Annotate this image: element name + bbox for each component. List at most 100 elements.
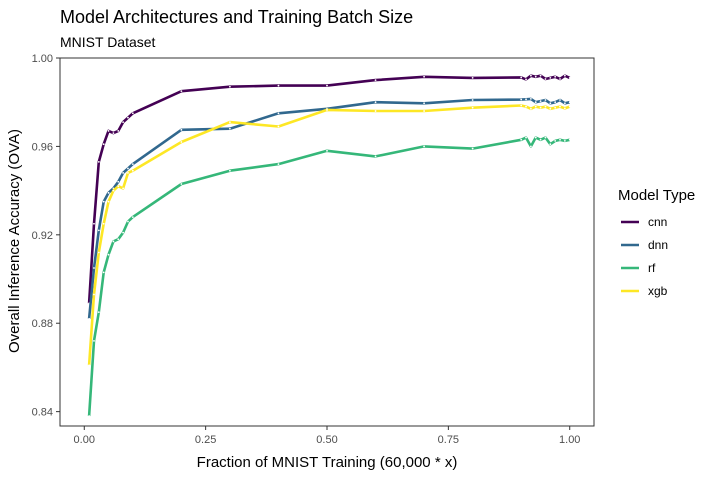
data-point-xgb — [529, 107, 532, 110]
data-point-dnn — [471, 99, 474, 101]
data-point-cnn — [568, 76, 571, 79]
legend-item-cnn: cnn — [621, 215, 667, 229]
legend-label-rf: rf — [648, 261, 656, 275]
data-point-xgb — [117, 185, 120, 188]
data-point-rf — [102, 271, 105, 274]
legend-label-cnn: cnn — [648, 215, 667, 229]
data-point-xgb — [544, 105, 547, 108]
y-tick-label: 1.00 — [32, 53, 53, 65]
data-point-dnn — [554, 101, 557, 104]
data-point-cnn — [117, 130, 120, 132]
data-point-rf — [529, 145, 532, 148]
y-axis-label: Overall Inference Accuracy (OVA) — [6, 129, 23, 353]
data-point-cnn — [127, 116, 129, 119]
data-point-cnn — [549, 76, 552, 79]
data-point-xgb — [549, 107, 552, 110]
data-point-rf — [131, 216, 134, 219]
data-point-dnn — [229, 127, 231, 130]
legend-title: Model Type — [618, 187, 695, 204]
chart-subtitle: MNIST Dataset — [60, 34, 156, 50]
data-point-xgb — [277, 125, 280, 128]
data-point-dnn — [520, 98, 523, 101]
x-tick-label: 0.25 — [195, 434, 216, 446]
data-point-cnn — [180, 90, 183, 93]
data-point-cnn — [539, 74, 542, 77]
data-point-dnn — [525, 98, 527, 101]
data-point-dnn — [529, 97, 532, 100]
data-point-dnn — [423, 102, 425, 105]
data-point-xgb — [554, 106, 557, 109]
x-tick-label: 1.00 — [559, 434, 580, 446]
chart-title: Model Architectures and Training Batch S… — [60, 7, 413, 27]
data-point-xgb — [423, 110, 425, 112]
data-point-cnn — [102, 143, 105, 146]
data-point-xgb — [131, 169, 134, 172]
data-point-dnn — [180, 128, 183, 131]
data-point-dnn — [563, 102, 566, 105]
data-point-xgb — [563, 107, 566, 110]
series-line-cnn — [87, 74, 571, 304]
data-point-rf — [374, 155, 377, 158]
data-point-xgb — [88, 364, 91, 367]
data-point-rf — [229, 169, 231, 172]
data-point-xgb — [180, 141, 183, 143]
data-point-cnn — [563, 74, 566, 77]
data-point-rf — [549, 143, 552, 146]
data-point-cnn — [534, 75, 537, 78]
data-point-dnn — [539, 100, 542, 102]
data-point-dnn — [127, 167, 129, 170]
data-point-xgb — [525, 105, 527, 108]
series-line-xgb — [87, 104, 571, 366]
data-point-xgb — [326, 109, 328, 111]
data-point-cnn — [122, 121, 125, 123]
data-point-xgb — [102, 222, 105, 225]
data-point-rf — [559, 138, 561, 141]
data-point-cnn — [554, 75, 557, 78]
data-point-cnn — [520, 76, 523, 79]
legend-item-dnn: dnn — [621, 238, 668, 252]
data-point-cnn — [112, 132, 115, 135]
data-point-xgb — [374, 110, 377, 112]
data-point-cnn — [529, 74, 532, 77]
data-point-xgb — [127, 172, 129, 174]
data-point-dnn — [102, 200, 105, 203]
data-point-rf — [180, 183, 183, 185]
legend-items: cnn dnn rf xgb — [621, 215, 668, 298]
data-point-dnn — [88, 317, 91, 320]
y-tick-label: 0.92 — [32, 230, 53, 242]
data-point-rf — [471, 147, 474, 150]
data-point-rf — [554, 139, 557, 142]
data-point-xgb — [539, 106, 542, 109]
data-point-xgb — [93, 293, 95, 296]
data-point-rf — [127, 220, 129, 223]
data-point-cnn — [93, 222, 95, 225]
legend-label-xgb: xgb — [648, 284, 668, 298]
x-tick-label: 0.00 — [74, 434, 95, 446]
data-point-rf — [97, 311, 100, 314]
data-point-dnn — [549, 102, 552, 105]
data-point-dnn — [97, 229, 100, 232]
data-point-rf — [117, 238, 120, 241]
data-point-cnn — [544, 78, 547, 80]
data-point-rf — [423, 145, 425, 148]
data-point-cnn — [277, 84, 280, 87]
data-point-xgb — [122, 187, 125, 190]
data-point-cnn — [374, 79, 377, 82]
data-point-rf — [525, 136, 527, 139]
legend-item-xgb: xgb — [621, 284, 668, 298]
data-point-xgb — [107, 200, 110, 203]
data-point-rf — [544, 136, 547, 139]
data-point-xgb — [559, 105, 561, 108]
data-point-rf — [122, 231, 125, 234]
data-point-xgb — [97, 251, 100, 254]
data-point-rf — [107, 253, 110, 256]
data-point-dnn — [131, 163, 134, 165]
data-point-cnn — [107, 130, 110, 132]
data-point-rf — [539, 138, 542, 141]
data-point-dnn — [122, 172, 125, 174]
data-point-cnn — [326, 84, 328, 87]
data-point-xgb — [534, 105, 537, 108]
legend-item-rf: rf — [621, 261, 656, 275]
data-point-dnn — [568, 101, 571, 104]
